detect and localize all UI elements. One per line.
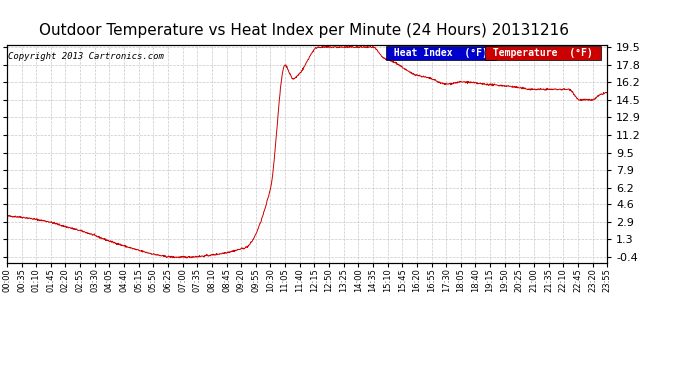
Text: Outdoor Temperature vs Heat Index per Minute (24 Hours) 20131216: Outdoor Temperature vs Heat Index per Mi…	[39, 22, 569, 38]
Text: Copyright 2013 Cartronics.com: Copyright 2013 Cartronics.com	[8, 51, 164, 60]
Text: Temperature  (°F): Temperature (°F)	[487, 48, 599, 58]
Text: Heat Index  (°F): Heat Index (°F)	[388, 48, 494, 58]
